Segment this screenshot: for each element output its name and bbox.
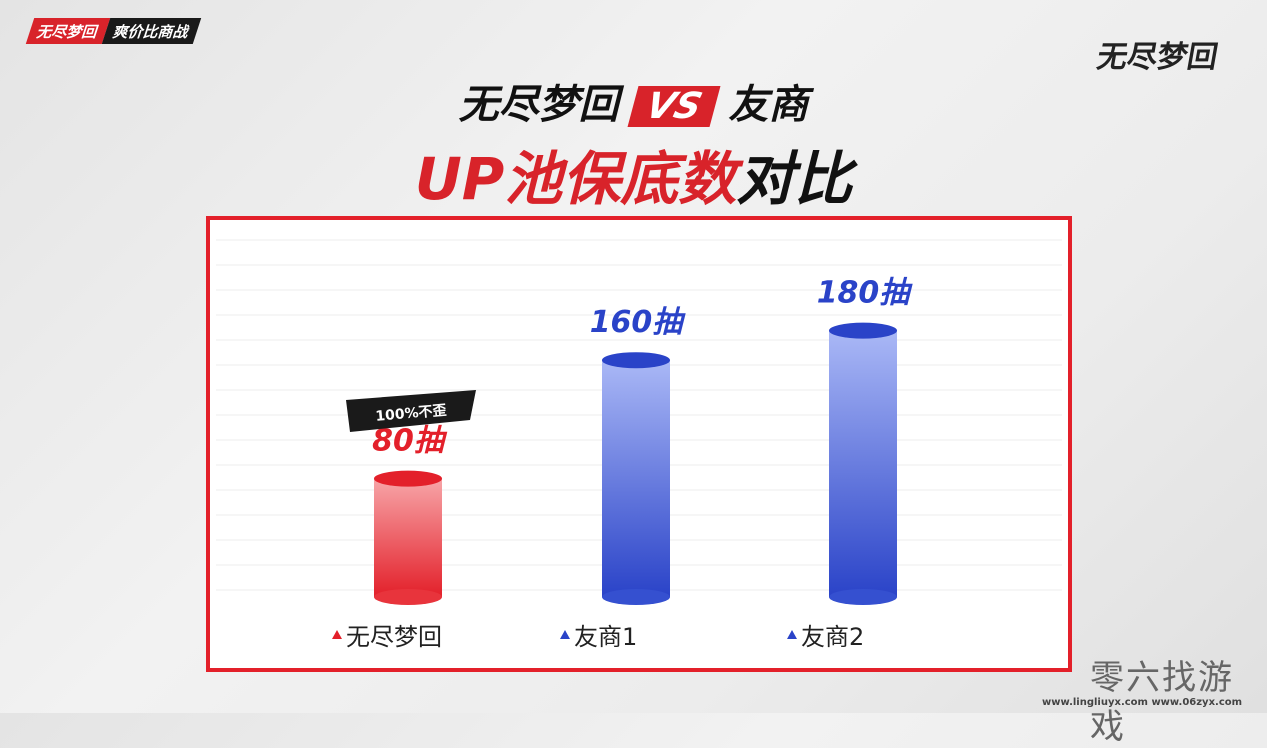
bar-base	[374, 589, 442, 605]
subtitle: UP池保底数对比	[0, 132, 1267, 216]
title-left: 无尽梦回	[458, 82, 619, 128]
watermark-urls: www.lingliuyx.com www.06zyx.com	[1042, 697, 1243, 708]
category-label: 友商2	[801, 623, 864, 651]
triangle-icon	[332, 630, 342, 639]
subtitle-black: 对比	[736, 145, 853, 213]
bar	[829, 330, 897, 597]
subtitle-red: UP池保底数	[414, 145, 737, 213]
triangle-icon	[560, 630, 570, 639]
data-label: 160抽	[590, 305, 687, 340]
triangle-icon	[787, 630, 797, 639]
bar-base	[829, 589, 897, 605]
title-line: 无尽梦回 VS 友商	[0, 72, 1267, 130]
category-label: 友商1	[574, 623, 637, 651]
data-label: 180抽	[817, 276, 914, 311]
annotation-label: 100%不歪	[375, 403, 447, 425]
title-right: 友商	[728, 82, 809, 128]
bar-base	[602, 589, 670, 605]
bar-top	[829, 322, 897, 339]
bar	[374, 478, 442, 597]
bar-top	[374, 470, 442, 487]
bar	[602, 360, 670, 597]
bar-top	[602, 352, 670, 369]
annotation-bg	[346, 390, 476, 432]
data-label: 80抽	[372, 424, 448, 459]
category-label: 无尽梦回	[346, 623, 442, 651]
